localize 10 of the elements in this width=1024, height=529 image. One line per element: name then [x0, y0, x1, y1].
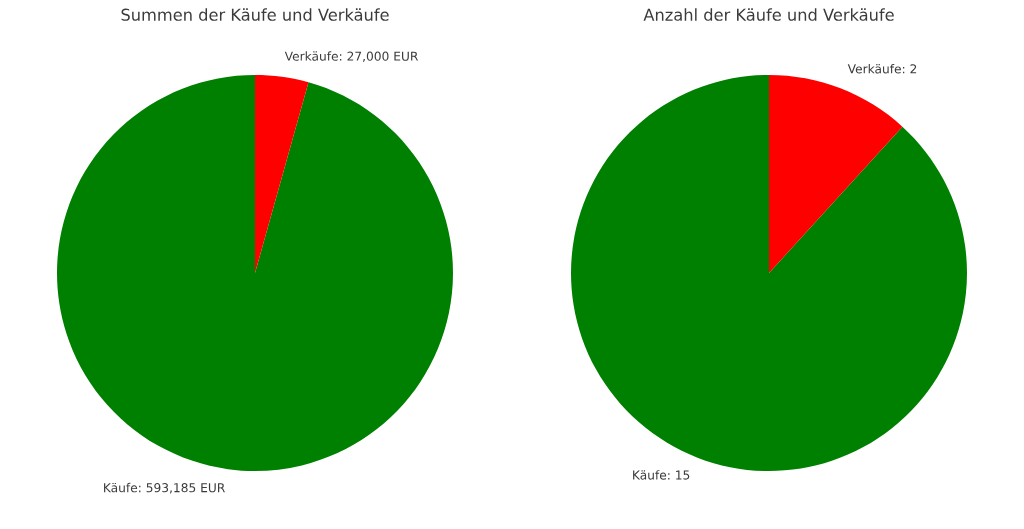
slice-label: Verkäufe: 27,000 EUR — [284, 51, 419, 63]
slice-label: Käufe: 15 — [633, 470, 690, 480]
pie-slice — [769, 75, 903, 273]
pie-slice — [255, 75, 309, 273]
pie-slice — [57, 75, 453, 471]
slice-label: Verkäufe: 2 — [847, 63, 917, 74]
chart-title: Summen der Käufe und Verkäufe — [121, 8, 389, 21]
slice-label: Käufe: 593,185 EUR — [104, 482, 225, 494]
chart-title: Anzahl der Käufe und Verkäufe — [643, 8, 894, 21]
pie-slice — [571, 75, 967, 471]
